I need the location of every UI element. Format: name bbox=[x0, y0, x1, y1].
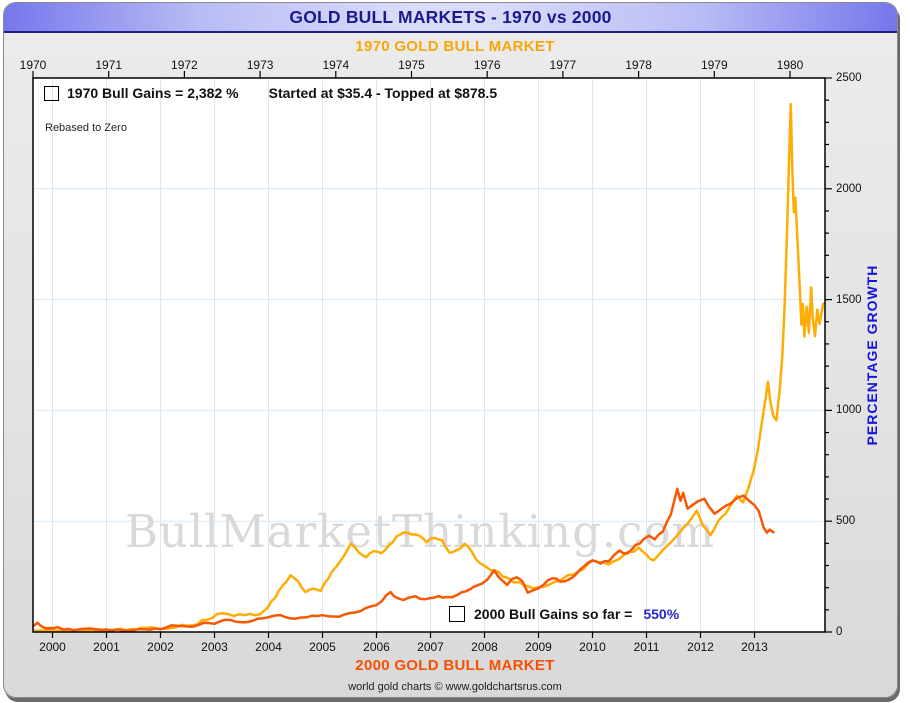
legend-2000-gains-value: 550% bbox=[643, 606, 680, 622]
legend-1970-gains: 1970 Bull Gains = 2,382 % bbox=[67, 85, 239, 101]
bottom-axis-tick-label: 2005 bbox=[309, 640, 336, 654]
bottom-axis-tick-label: 2006 bbox=[363, 640, 390, 654]
right-axis-tick-label: 500 bbox=[836, 515, 856, 528]
bottom-axis-tick-label: 2002 bbox=[147, 640, 174, 654]
bottom-axis-tick-label: 2007 bbox=[417, 640, 444, 654]
top-axis-tick-label: 1972 bbox=[171, 58, 198, 72]
legend-1970: 1970 Bull Gains = 2,382 % Started at $35… bbox=[44, 85, 497, 101]
top-axis-title: 1970 GOLD BULL MARKET bbox=[355, 38, 555, 55]
bottom-axis-title: 2000 GOLD BULL MARKET bbox=[355, 657, 555, 674]
right-axis-tick-label: 0 bbox=[836, 626, 843, 638]
top-axis-tick-label: 1980 bbox=[776, 58, 804, 72]
bottom-axis-tick-label: 2001 bbox=[93, 640, 120, 654]
top-axis-tick-label: 1976 bbox=[473, 58, 501, 72]
bottom-axis-tick-label: 2003 bbox=[201, 640, 228, 654]
chart-window-frame: GOLD BULL MARKETS - 1970 vs 2000 bbox=[3, 2, 898, 698]
top-axis-tick-label: 1975 bbox=[398, 58, 425, 72]
legend-2000-swatch-icon bbox=[449, 606, 465, 622]
page-title: GOLD BULL MARKETS - 1970 vs 2000 bbox=[289, 7, 612, 27]
top-axis-tick-label: 1970 bbox=[19, 58, 47, 72]
bottom-axis-tick-label: 2010 bbox=[579, 640, 606, 654]
right-axis-title: PERCENTAGE GROWTH bbox=[864, 264, 880, 446]
bottom-axis-tick-label: 2012 bbox=[687, 640, 714, 654]
top-axis-tick-label: 1979 bbox=[700, 58, 728, 72]
legend-2000: 2000 Bull Gains so far = 550% bbox=[449, 606, 679, 622]
bottom-axis-tick-label: 2009 bbox=[525, 640, 552, 654]
bottom-axis-tick-label: 2008 bbox=[471, 640, 498, 654]
legend-1970-swatch-icon bbox=[44, 85, 59, 101]
top-axis-tick-label: 1973 bbox=[246, 58, 274, 72]
top-axis-tick-label: 1978 bbox=[625, 58, 652, 72]
top-axis-tick-label: 1977 bbox=[549, 58, 577, 72]
right-axis-tick-label: 1500 bbox=[836, 293, 862, 306]
footer-credit: world gold charts © www.goldchartsrus.co… bbox=[348, 681, 562, 693]
rebased-note: Rebased to Zero bbox=[45, 122, 127, 134]
top-axis-tick-label: 1971 bbox=[95, 58, 123, 72]
right-axis-tick-label: 1000 bbox=[836, 404, 862, 417]
bottom-axis-tick-label: 2011 bbox=[633, 640, 660, 654]
legend-2000-gains: 2000 Bull Gains so far = bbox=[474, 606, 633, 622]
bottom-axis-tick-label: 2000 bbox=[39, 640, 66, 654]
title-bar: GOLD BULL MARKETS - 1970 vs 2000 bbox=[4, 3, 897, 33]
bottom-axis-tick-label: 2013 bbox=[741, 640, 768, 654]
right-axis-tick-label: 2500 bbox=[836, 72, 862, 84]
right-axis-tick-label: 2000 bbox=[836, 182, 862, 195]
top-axis-tick-label: 1974 bbox=[322, 58, 350, 72]
legend-1970-detail: Started at $35.4 - Topped at $878.5 bbox=[268, 85, 498, 101]
bottom-axis-tick-label: 2004 bbox=[255, 640, 282, 654]
